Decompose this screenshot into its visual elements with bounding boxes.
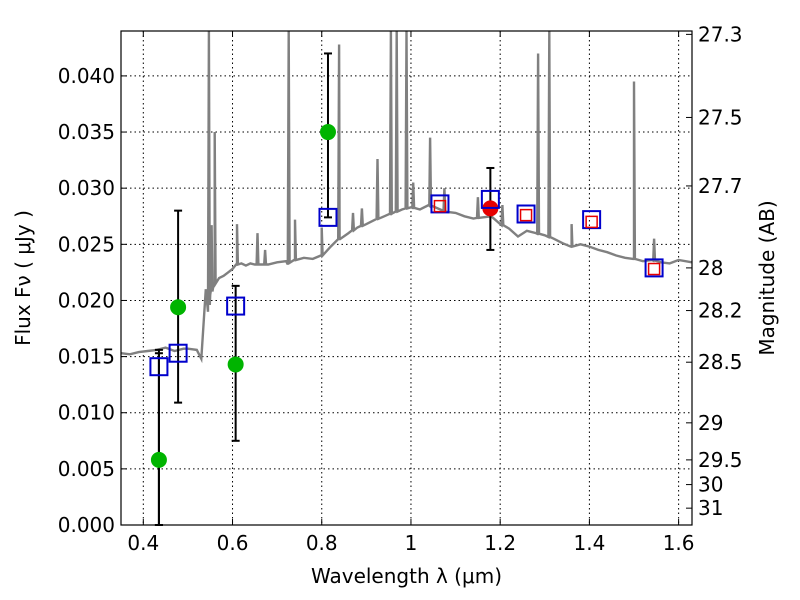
- blue-square-marker: [318, 207, 338, 227]
- red-square-marker: [519, 208, 533, 222]
- spectrum-line: [121, 31, 692, 364]
- magnitude-axis-title: Magnitude (AB): [755, 200, 779, 355]
- magnitude-tick-label: 31: [698, 496, 723, 520]
- red-square-marker: [647, 262, 661, 276]
- x-tick-label: 0.6: [217, 531, 249, 555]
- green-data-point: [319, 124, 336, 141]
- magnitude-tick-label: 29.5: [698, 448, 743, 472]
- blue-square-marker: [644, 258, 664, 278]
- green-data-point: [227, 356, 244, 373]
- x-tick-label: 1.4: [573, 531, 605, 555]
- y-tick-label: 0.040: [58, 64, 115, 88]
- magnitude-tick-label: 27.5: [698, 105, 743, 129]
- blue-square-marker: [516, 204, 536, 224]
- blue-square-marker: [430, 194, 450, 214]
- blue-square-marker: [149, 357, 169, 377]
- green-data-point: [150, 451, 167, 468]
- y-tick-label: 0.005: [58, 457, 115, 481]
- magnitude-tick-label: 29: [698, 411, 723, 435]
- red-square-marker: [585, 215, 598, 229]
- blue-square-marker: [168, 343, 188, 363]
- magnitude-tick-label: 28.2: [698, 299, 743, 323]
- y-tick-label: 0.025: [58, 232, 115, 256]
- magnitude-tick-label: 28.5: [698, 350, 743, 374]
- blue-square-marker: [226, 296, 246, 316]
- data-markers: [149, 124, 664, 468]
- y-axis-title: Flux Fν ( μJy ): [11, 210, 35, 346]
- x-tick-label: 1: [405, 531, 418, 555]
- x-tick-label: 0.4: [127, 531, 159, 555]
- magnitude-tick-label: 28: [698, 256, 723, 280]
- red-square-marker: [433, 199, 447, 213]
- green-data-point: [170, 299, 187, 316]
- y-tick-label: 0.030: [58, 176, 115, 200]
- magnitude-tick-label: 30: [698, 473, 723, 497]
- x-tick-label: 1.6: [663, 531, 695, 555]
- x-tick-label: 0.8: [306, 531, 338, 555]
- y-tick-label: 0.000: [58, 513, 115, 537]
- magnitude-tick-label: 27.3: [698, 22, 743, 46]
- plot-frame: [120, 30, 693, 526]
- y-tick-label: 0.010: [58, 401, 115, 425]
- x-axis-title: Wavelength λ (μm): [311, 564, 502, 588]
- axis-ticks: [121, 31, 692, 526]
- y-tick-label: 0.015: [58, 345, 115, 369]
- x-tick-labels: 0.4 0.6 0.8 1 1.2 1.4 1.6: [127, 531, 694, 555]
- y-tick-labels: 0.000 0.005 0.010 0.015 0.020 0.025 0.030 0.035…: [58, 64, 115, 537]
- x-tick-label: 1.2: [484, 531, 516, 555]
- model-spectrum: [121, 31, 692, 364]
- y-tick-label: 0.020: [58, 288, 115, 312]
- magnitude-tick-label: 27.7: [698, 174, 743, 198]
- y-tick-label: 0.035: [58, 120, 115, 144]
- blue-square-marker: [480, 189, 500, 209]
- blue-square-marker: [582, 210, 602, 230]
